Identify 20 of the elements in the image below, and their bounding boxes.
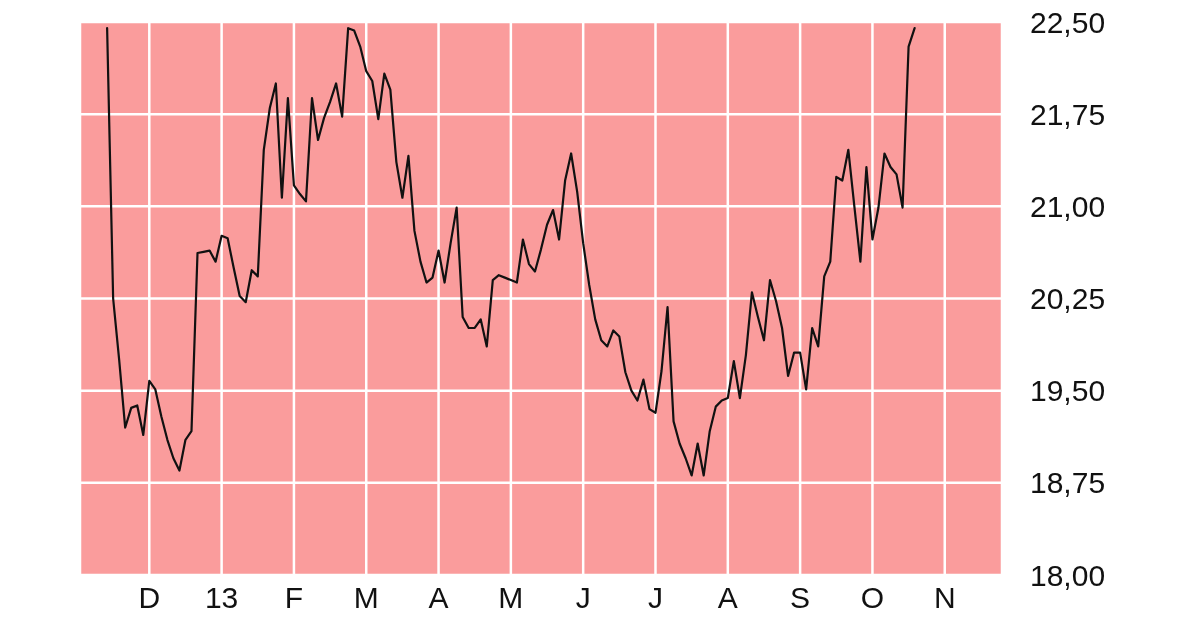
x-tick-label: F [284, 581, 304, 615]
x-tick-label: A [717, 581, 738, 615]
x-tick-label: M [498, 581, 524, 615]
x-tick-label: A [428, 581, 449, 615]
y-tick-label: 22,50 [1030, 5, 1106, 39]
x-tick-label: S [790, 581, 811, 615]
x-tick-label: N [933, 581, 956, 615]
x-tick-label: J [648, 581, 663, 615]
x-tick-label: D [138, 581, 161, 615]
y-tick-label: 19,50 [1030, 374, 1106, 408]
x-tick-label: 13 [204, 581, 239, 615]
y-tick-label: 18,00 [1030, 558, 1106, 592]
x-tick-label: O [860, 581, 885, 615]
y-tick-label: 20,25 [1030, 282, 1106, 316]
line-series [106, 27, 916, 477]
x-tick-label: M [353, 581, 379, 615]
y-tick-label: 18,75 [1030, 466, 1106, 500]
y-tick-label: 21,75 [1030, 97, 1106, 131]
y-tick-label: 21,00 [1030, 189, 1106, 223]
x-tick-label: J [575, 581, 591, 615]
